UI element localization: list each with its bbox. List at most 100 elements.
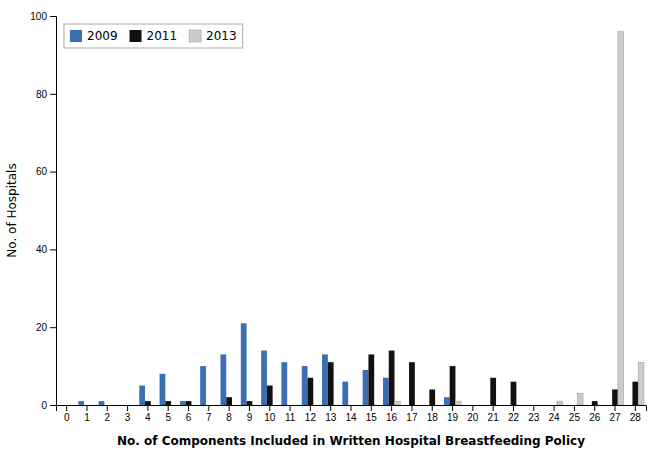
bar	[322, 354, 328, 405]
bar	[354, 405, 360, 406]
tick-label: 21	[488, 412, 500, 423]
bar	[90, 405, 96, 406]
tick-mark	[269, 405, 270, 411]
bar	[368, 354, 374, 405]
bar	[261, 351, 267, 405]
tick: 40	[36, 244, 56, 255]
tick-label: 20	[467, 412, 479, 423]
bar	[638, 362, 644, 405]
bar	[267, 386, 273, 405]
tick: 3	[125, 405, 131, 423]
bar	[119, 405, 125, 406]
bar	[348, 405, 354, 406]
tick-label: 80	[36, 89, 48, 100]
tick-label: 19	[447, 412, 459, 423]
tick: 23	[528, 405, 540, 423]
bar	[511, 382, 517, 405]
bars	[78, 32, 644, 405]
tick: 17	[406, 405, 418, 423]
bar	[302, 366, 308, 405]
bar	[206, 405, 212, 406]
legend-swatch	[130, 30, 142, 42]
tick-mark	[290, 405, 291, 411]
tick: 19	[447, 405, 459, 423]
tick-label: 26	[589, 412, 601, 423]
legend-swatch	[189, 30, 201, 42]
bar	[586, 405, 592, 406]
tick: 25	[569, 405, 581, 423]
tick-mark	[330, 405, 331, 411]
bar	[450, 366, 456, 405]
tick-mark	[188, 405, 189, 411]
tick: 6	[186, 405, 192, 423]
tick: 16	[386, 405, 398, 423]
tick-mark	[50, 16, 56, 17]
bar	[252, 405, 258, 406]
tick-label: 8	[226, 412, 232, 423]
bar	[557, 401, 563, 405]
bar	[435, 405, 441, 406]
tick: 26	[589, 405, 601, 423]
bar	[476, 405, 482, 406]
tick-mark	[635, 405, 636, 411]
bar	[415, 405, 421, 406]
tick-label: 27	[609, 412, 621, 423]
tick-label: 5	[165, 412, 171, 423]
tick-label: 12	[305, 412, 317, 423]
bar	[464, 405, 470, 406]
bar	[537, 405, 543, 406]
tick-label: 23	[528, 412, 540, 423]
bar	[444, 397, 450, 405]
tick-mark	[50, 327, 56, 328]
bar	[308, 378, 314, 405]
bar	[409, 362, 415, 405]
bar	[281, 362, 287, 405]
tick: 4	[145, 405, 151, 423]
bar	[200, 366, 206, 405]
tick: 21	[488, 405, 500, 423]
bar	[490, 378, 496, 405]
bar	[186, 401, 192, 405]
bar-series	[145, 351, 638, 405]
tick-label: 17	[406, 412, 418, 423]
legend: 200920112013	[64, 24, 243, 48]
tick-mark	[615, 405, 616, 411]
plot: 0204060801000123456789101112131415161718…	[30, 11, 646, 423]
tick: 20	[36, 322, 56, 333]
bar	[165, 401, 171, 405]
tick-label: 6	[186, 412, 192, 423]
bar	[516, 405, 522, 406]
bar	[293, 405, 299, 406]
bar	[104, 405, 110, 406]
bar	[226, 397, 232, 405]
tick-label: 18	[427, 412, 439, 423]
tick-label: 0	[41, 400, 47, 411]
bar	[125, 405, 131, 406]
tick-mark	[50, 94, 56, 95]
tick: 2	[105, 405, 111, 423]
bar	[273, 405, 279, 406]
bar	[389, 351, 395, 405]
bar	[130, 405, 136, 406]
bar	[313, 405, 319, 406]
bar	[139, 386, 145, 405]
tick-label: 7	[206, 412, 212, 423]
tick: 24	[549, 405, 561, 423]
bar	[84, 405, 90, 406]
tick-label: 14	[345, 412, 357, 423]
bar	[160, 374, 166, 405]
bar	[247, 401, 253, 405]
bar	[328, 362, 334, 405]
bar	[180, 401, 186, 405]
bar	[551, 405, 557, 406]
tick-mark	[310, 405, 311, 411]
legend-label: 2011	[147, 29, 178, 43]
tick-label: 11	[285, 412, 296, 423]
tick-label: 40	[36, 244, 48, 255]
bar	[287, 405, 293, 406]
tick-mark	[391, 405, 392, 411]
bar	[496, 405, 502, 406]
tick-label: 10	[264, 412, 276, 423]
bar	[64, 405, 70, 406]
tick-label: 28	[630, 412, 642, 423]
